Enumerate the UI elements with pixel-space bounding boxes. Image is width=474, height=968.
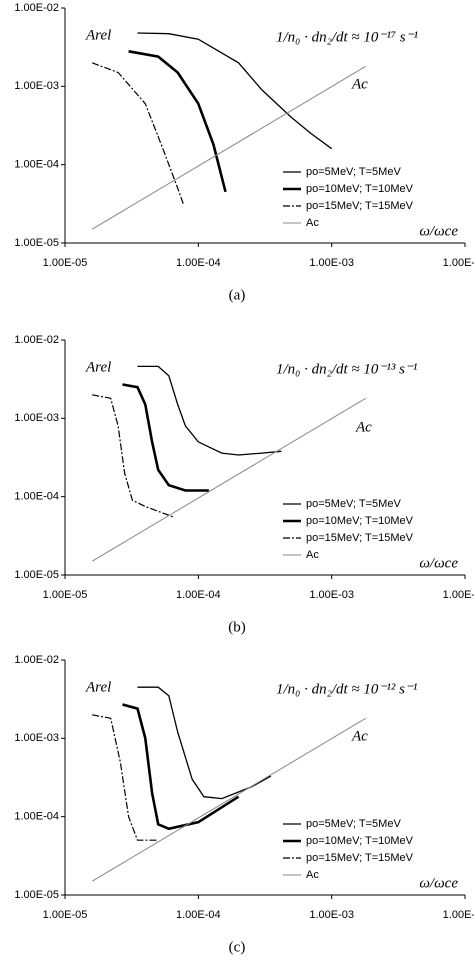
series-line bbox=[137, 686, 272, 800]
legend-label: po=5MeV; T=5MeV bbox=[306, 818, 401, 830]
y-tick-label: 1.00E-02 bbox=[14, 334, 59, 346]
y-tick-label: 1.00E-05 bbox=[14, 237, 59, 249]
x-tick-label: 1.00E-02 bbox=[443, 589, 474, 601]
legend-label: po=5MeV; T=5MeV bbox=[306, 498, 401, 510]
legend-label: Ac bbox=[306, 217, 319, 229]
x-tick-label: 1.00E-04 bbox=[176, 257, 221, 269]
panel-label: (a) bbox=[229, 287, 246, 303]
x-tick-label: 1.00E-03 bbox=[309, 909, 354, 921]
series-line bbox=[92, 714, 159, 841]
x-tick-label: 1.00E-04 bbox=[176, 909, 221, 921]
annotation: 1/n₀ · dn₂/dt ≈ 10⁻¹² s⁻¹ bbox=[276, 681, 418, 697]
y-tick-label: 1.00E-05 bbox=[14, 569, 59, 581]
series-line bbox=[91, 62, 185, 206]
legend-label: po=15MeV; T=15MeV bbox=[306, 200, 414, 212]
x-tick-label: 1.00E-03 bbox=[309, 257, 354, 269]
series-line bbox=[91, 397, 366, 562]
line-label: Ac bbox=[351, 728, 368, 744]
legend-label: po=10MeV; T=10MeV bbox=[306, 515, 414, 527]
annotation: 1/n₀ · dn₂/dt ≈ 10⁻¹³ s⁻¹ bbox=[276, 361, 418, 377]
curve-label: Arel bbox=[85, 679, 111, 695]
legend-label: Ac bbox=[306, 869, 319, 881]
series-line bbox=[92, 394, 174, 518]
x-tick-label: 1.00E-05 bbox=[43, 257, 88, 269]
series-line bbox=[91, 65, 366, 230]
panel-label: (c) bbox=[229, 939, 246, 955]
y-tick-label: 1.00E-04 bbox=[14, 491, 59, 503]
legend-label: po=15MeV; T=15MeV bbox=[306, 532, 414, 544]
series-line bbox=[128, 50, 227, 193]
curve-label: Arel bbox=[85, 27, 111, 43]
y-tick-label: 1.00E-02 bbox=[14, 654, 59, 666]
curve-label: Arel bbox=[85, 359, 111, 375]
x-axis-title: ω/ωce bbox=[419, 875, 458, 891]
x-axis-title: ω/ωce bbox=[419, 555, 458, 571]
legend-label: po=10MeV; T=10MeV bbox=[306, 183, 414, 195]
chart-panel: 1.00E-05 1.00E-04 1.00E-03 1.00E-02 1.00E-05… bbox=[14, 654, 474, 956]
y-tick-label: 1.00E-03 bbox=[14, 732, 59, 744]
x-tick-label: 1.00E-03 bbox=[309, 589, 354, 601]
y-tick-label: 1.00E-05 bbox=[14, 889, 59, 901]
series-line bbox=[122, 383, 209, 492]
legend-label: po=10MeV; T=10MeV bbox=[306, 835, 414, 847]
line-label: Ac bbox=[355, 419, 372, 435]
x-tick-label: 1.00E-02 bbox=[443, 257, 474, 269]
x-tick-label: 1.00E-04 bbox=[176, 589, 221, 601]
chart-panel: 1.00E-05 1.00E-04 1.00E-03 1.00E-02 1.00E-05… bbox=[14, 2, 474, 304]
legend-label: po=15MeV; T=15MeV bbox=[306, 852, 414, 864]
x-tick-label: 1.00E-02 bbox=[443, 909, 474, 921]
y-tick-label: 1.00E-03 bbox=[14, 80, 59, 92]
x-tick-label: 1.00E-05 bbox=[43, 909, 88, 921]
x-axis-title: ω/ωce bbox=[419, 223, 458, 239]
series-line bbox=[91, 717, 366, 882]
annotation: 1/n₀ · dn₂/dt ≈ 10⁻¹⁷ s⁻¹ bbox=[276, 29, 419, 45]
line-label: Ac bbox=[351, 76, 368, 92]
panel-label: (b) bbox=[228, 619, 246, 635]
series-line bbox=[137, 365, 282, 456]
y-tick-label: 1.00E-03 bbox=[14, 412, 59, 424]
y-tick-label: 1.00E-04 bbox=[14, 811, 59, 823]
y-tick-label: 1.00E-02 bbox=[14, 2, 59, 14]
x-tick-label: 1.00E-05 bbox=[43, 589, 88, 601]
y-tick-label: 1.00E-04 bbox=[14, 159, 59, 171]
series-line bbox=[137, 32, 333, 150]
series-line bbox=[122, 703, 240, 831]
chart-panel: 1.00E-05 1.00E-04 1.00E-03 1.00E-02 1.00E-05… bbox=[14, 334, 474, 636]
legend-label: Ac bbox=[306, 549, 319, 561]
legend-label: po=5MeV; T=5MeV bbox=[306, 166, 401, 178]
